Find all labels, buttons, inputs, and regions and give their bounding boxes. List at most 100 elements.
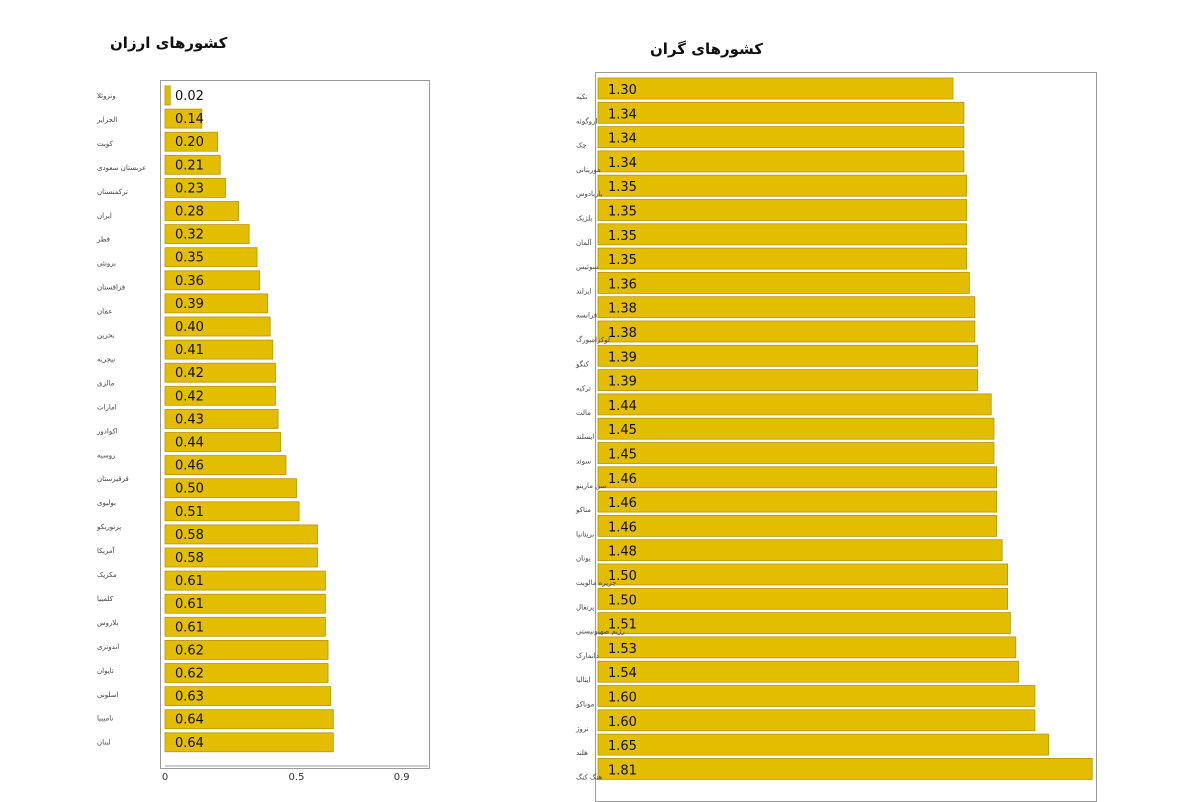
right-bar <box>597 320 976 343</box>
right-bar-value-label: 1.38 <box>608 302 637 317</box>
right-bar <box>597 466 998 489</box>
left-bar-value-label: 0.32 <box>175 228 204 243</box>
right-bar-value-label: 1.65 <box>608 739 637 754</box>
left-chart-title: کشورهای ارزان <box>110 34 228 52</box>
left-category-label: نامیبیا <box>97 715 113 723</box>
left-bar-value-label: 0.61 <box>175 620 204 635</box>
right-category-label: اروگوئه <box>576 116 597 125</box>
left-category-label: تایوان <box>97 667 114 675</box>
right-bar <box>597 587 1009 610</box>
left-bar <box>164 547 318 568</box>
right-category-label: آلمان <box>576 238 592 247</box>
left-bar <box>164 131 218 152</box>
left-bar-value-label: 0.58 <box>175 528 204 543</box>
right-bar <box>597 539 1003 562</box>
right-bar-value-label: 1.34 <box>608 156 637 171</box>
left-category-label: ترکمنستان <box>97 188 128 196</box>
right-bar <box>597 271 970 294</box>
left-bar-value-label: 0.58 <box>175 551 204 566</box>
left-category-label: بلاروس <box>97 619 118 627</box>
left-category-label: بحرین <box>97 332 115 340</box>
right-category-label: فرانسه <box>576 312 597 320</box>
right-bar-value-label: 1.81 <box>608 763 637 778</box>
left-bar <box>164 339 274 360</box>
right-category-label: ترکیه <box>576 385 591 393</box>
right-bar <box>597 101 965 124</box>
right-bar-value-label: 1.50 <box>608 593 637 608</box>
left-bar <box>164 455 287 476</box>
right-bar-value-label: 1.45 <box>608 423 637 438</box>
left-bar-value-label: 0.50 <box>175 482 204 497</box>
right-bar <box>597 733 1049 756</box>
left-bar-value-label: 0.42 <box>175 389 204 404</box>
left-category-label: لبنان <box>97 739 111 747</box>
left-category-label: بولیوی <box>97 499 116 507</box>
left-bar-value-label: 0.20 <box>175 135 204 150</box>
left-category-label: الجزایر <box>96 116 117 124</box>
left-bar-value-label: 0.40 <box>175 320 204 335</box>
right-bar-value-label: 1.53 <box>608 642 637 657</box>
right-bar-value-label: 1.35 <box>608 229 637 244</box>
left-bar-value-label: 0.36 <box>175 274 204 289</box>
right-category-label: نروژ <box>575 725 589 733</box>
right-bar-value-label: 1.39 <box>608 375 637 390</box>
left-bar-value-label: 0.35 <box>175 251 204 266</box>
right-category-label: کنگو <box>575 359 590 368</box>
left-category-label: نیجریه <box>97 355 115 363</box>
right-bar-value-label: 1.35 <box>608 253 637 268</box>
left-bar-value-label: 0.39 <box>175 297 204 312</box>
right-bar-value-label: 1.51 <box>608 618 637 633</box>
left-bar-value-label: 0.21 <box>175 158 204 173</box>
right-bar-value-label: 1.35 <box>608 205 637 220</box>
left-category-label: عمان <box>97 308 113 316</box>
right-bar <box>597 199 968 221</box>
right-bar <box>597 174 968 197</box>
left-x-tick-label: 0 <box>162 772 168 783</box>
left-category-label: پرتوریکو <box>96 523 121 531</box>
right-category-label: سوئیس <box>576 263 599 271</box>
left-category-label: برونئی <box>97 260 116 268</box>
left-bar-value-label: 0.61 <box>175 574 204 589</box>
right-bar-value-label: 1.38 <box>608 326 637 341</box>
left-category-label: اکوادور <box>96 427 118 435</box>
left-bar <box>164 224 250 245</box>
left-bar-value-label: 0.64 <box>175 713 204 728</box>
left-bar-value-label: 0.62 <box>175 643 204 658</box>
right-category-label: دانمارک <box>576 652 599 660</box>
left-bar-value-label: 0.41 <box>175 343 204 358</box>
left-bar <box>164 732 334 753</box>
left-bar <box>164 478 297 499</box>
right-bar <box>597 442 995 464</box>
left-category-label: مالزی <box>97 379 115 387</box>
right-bar <box>597 77 954 100</box>
left-bar <box>164 501 300 522</box>
right-bar <box>597 344 978 367</box>
left-bar <box>164 432 282 452</box>
left-bar <box>164 247 258 268</box>
left-category-label: ونزوئلا <box>97 92 116 100</box>
left-category-label: کویت <box>97 140 113 148</box>
left-category-label: مکزیک <box>97 571 117 579</box>
right-category-label: موناکو <box>575 701 595 709</box>
right-category-label: سوئد <box>576 458 591 466</box>
right-bar-value-label: 1.30 <box>608 83 637 98</box>
right-bar-value-label: 1.60 <box>608 691 637 706</box>
right-bar <box>597 709 1036 732</box>
right-bar-value-label: 1.36 <box>608 277 637 292</box>
right-bar-value-label: 1.50 <box>608 569 637 584</box>
right-chart-title: کشورهای گران <box>650 40 764 58</box>
left-bar <box>164 524 318 545</box>
right-bar <box>597 417 995 440</box>
right-bar <box>597 660 1019 683</box>
right-category-label: جزیره مالویت <box>576 579 616 587</box>
left-bar-value-label: 0.02 <box>175 89 204 104</box>
left-x-tick-label: 0.9 <box>394 772 410 783</box>
left-category-label: کلمبیا <box>97 595 114 603</box>
left-bar <box>164 270 261 291</box>
right-bar-value-label: 1.45 <box>608 448 637 463</box>
left-bar <box>164 408 279 429</box>
right-bar <box>597 490 998 513</box>
left-bar-value-label: 0.28 <box>175 205 204 220</box>
right-category-label: مالت <box>576 409 591 417</box>
